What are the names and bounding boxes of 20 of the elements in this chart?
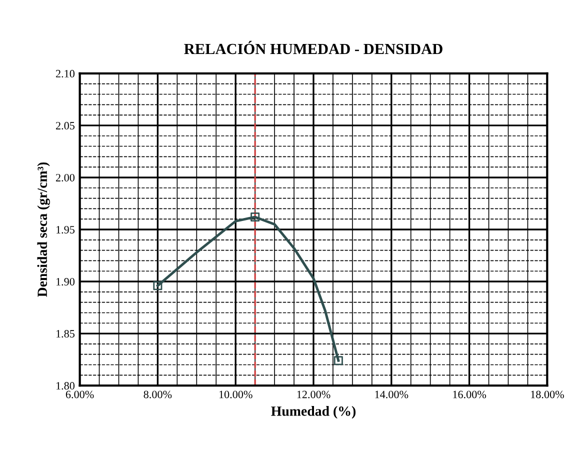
chart-title: RELACIÓN HUMEDAD - DENSIDAD	[184, 40, 442, 54]
y-tick-label: 2.00	[56, 174, 75, 182]
y-tick-label: 1.95	[56, 226, 75, 234]
y-axis-title: Densidad seca (gr/cm³)	[37, 162, 50, 297]
point	[153, 281, 162, 290]
y-tick-label: 2.10	[56, 70, 75, 78]
x-tick-label: 8.00%	[144, 390, 172, 398]
y-tick-label: 1.85	[56, 330, 75, 338]
x-tick-label: 10.00%	[219, 390, 252, 398]
point	[250, 212, 260, 222]
y-tick-label: 1.90	[56, 278, 75, 286]
y-tick-label: 1.80	[56, 382, 75, 390]
x-tick-label: 18.00%	[531, 390, 564, 398]
x-axis-title: Humedad (%)	[271, 406, 356, 419]
x-tick-label: 14.00%	[375, 390, 408, 398]
x-tick-label: 16.00%	[453, 390, 486, 398]
x-tick-label: 12.00%	[297, 390, 330, 398]
x-tick-label: 6.00%	[66, 390, 94, 398]
point	[334, 356, 343, 366]
y-tick-label: 2.05	[56, 122, 75, 130]
